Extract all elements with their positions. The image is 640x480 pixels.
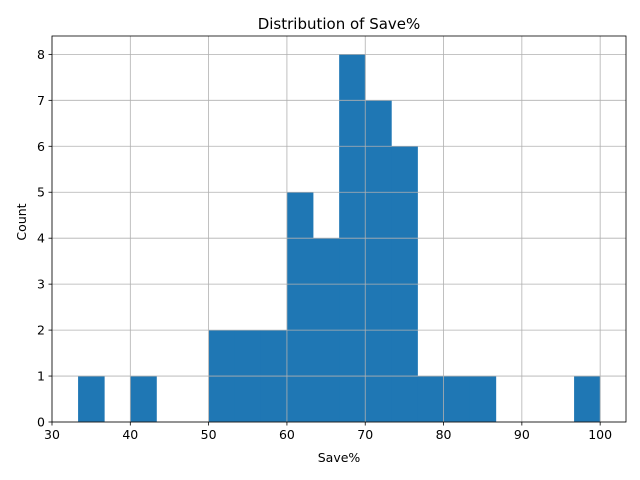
y-tick-label-6: 6: [37, 139, 45, 154]
x-tick-label-5: 80: [436, 427, 452, 442]
y-tick-label-7: 7: [37, 93, 45, 108]
y-tick-label-8: 8: [37, 47, 45, 62]
y-axis-label: Count: [14, 203, 29, 240]
y-tick-label-2: 2: [37, 323, 45, 338]
plot-frame: [51, 35, 627, 423]
histogram-bar-2: [130, 376, 157, 422]
histogram-bar-14: [443, 376, 471, 422]
x-axis-label: Save%: [318, 450, 361, 465]
x-tick-label-3: 60: [279, 427, 295, 442]
x-tick-label-7: 100: [588, 427, 612, 442]
chart-title: Distribution of Save%: [258, 15, 421, 33]
tick-labels: 30 40 50 60 70 80 90 100 0 1 2 3 4 5 6 7 8: [37, 47, 612, 442]
x-tick-label-4: 70: [357, 427, 373, 442]
histogram-bar-15: [469, 376, 497, 422]
histogram-bar-11: [365, 100, 392, 422]
y-tick-label-5: 5: [37, 185, 45, 200]
histogram-bar-8: [286, 192, 314, 422]
histogram-bar-19: [574, 376, 601, 422]
y-tick-label-0: 0: [37, 415, 45, 430]
y-tick-label-1: 1: [37, 369, 45, 384]
y-tick-label-3: 3: [37, 277, 45, 292]
histogram-bar-13: [417, 376, 444, 422]
x-tick-label-2: 50: [201, 427, 217, 442]
axes: [48, 35, 627, 426]
histogram-bar-0: [78, 376, 105, 422]
x-tick-label-1: 40: [122, 427, 138, 442]
x-tick-label-6: 90: [514, 427, 530, 442]
x-tick-label-0: 30: [44, 427, 60, 442]
y-tick-label-4: 4: [37, 231, 45, 246]
